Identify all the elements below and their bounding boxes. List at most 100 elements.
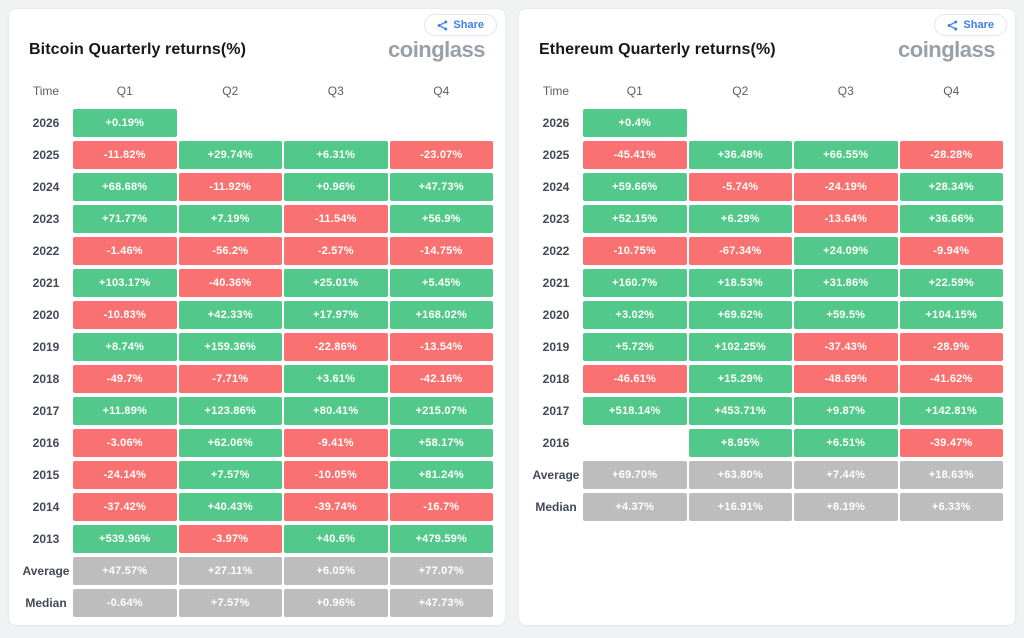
table-row: 2016 -3.06% +62.06% -9.41% +58.17% — [21, 429, 493, 457]
return-cell: +7.19% — [178, 205, 282, 233]
share-button[interactable]: Share — [424, 14, 497, 36]
return-cell: +5.72% — [583, 333, 687, 361]
return-cell: +56.9% — [389, 205, 493, 233]
row-label: 2020 — [32, 308, 60, 322]
return-cell: +8.95% — [688, 429, 792, 457]
coinglass-logo: coinglass — [898, 37, 995, 62]
table-row: 2016 +8.95% +6.51% -39.47% — [531, 429, 1003, 457]
coinglass-logo: coinglass — [388, 37, 485, 62]
bitcoin-panel: Share Bitcoin Quarterly returns(%) coing… — [8, 8, 506, 626]
return-cell: +215.07% — [389, 397, 493, 425]
return-cell: +9.87% — [794, 397, 898, 425]
return-cell: +6.29% — [688, 205, 792, 233]
table-row: 2019 +8.74% +159.36% -22.86% -13.54% — [21, 333, 493, 361]
table-row: Median +4.37% +16.91% +8.19% +6.33% — [531, 493, 1003, 521]
return-cell: -0.64% — [73, 589, 177, 617]
return-cell: +18.63% — [899, 461, 1003, 489]
return-cell: +69.62% — [688, 301, 792, 329]
return-cell: +18.53% — [688, 269, 792, 297]
return-cell: -28.9% — [899, 333, 1003, 361]
return-cell: +81.24% — [389, 461, 493, 489]
return-cell: +25.01% — [284, 269, 388, 297]
return-cell: +63.80% — [688, 461, 792, 489]
return-cell: -46.61% — [583, 365, 687, 393]
table-row: 2022 -10.75% -67.34% +24.09% -9.94% — [531, 237, 1003, 265]
return-cell: +3.61% — [284, 365, 388, 393]
table-row: 2015 -24.14% +7.57% -10.05% +81.24% — [21, 461, 493, 489]
panel-title: Ethereum Quarterly returns(%) — [539, 41, 776, 58]
return-cell: -56.2% — [178, 237, 282, 265]
return-cell: +47.73% — [389, 173, 493, 201]
row-label: 2020 — [542, 308, 570, 322]
return-cell: +142.81% — [899, 397, 1003, 425]
return-cell: -13.64% — [794, 205, 898, 233]
return-cell: +71.77% — [73, 205, 177, 233]
table-row: 2018 -49.7% -7.71% +3.61% -42.16% — [21, 365, 493, 393]
share-button-label: Share — [963, 19, 994, 31]
return-cell: +80.41% — [284, 397, 388, 425]
column-header: Q2 — [222, 84, 239, 98]
return-cell: -37.43% — [794, 333, 898, 361]
column-header: Time — [542, 84, 570, 98]
return-cell: +8.19% — [794, 493, 898, 521]
table-row: 2020 +3.02% +69.62% +59.5% +104.15% — [531, 301, 1003, 329]
table-row: 2018 -46.61% +15.29% -48.69% -41.62% — [531, 365, 1003, 393]
return-cell: -3.06% — [73, 429, 177, 457]
return-cell: +0.19% — [73, 109, 177, 137]
column-header: Q1 — [116, 84, 133, 98]
return-cell: -39.74% — [284, 493, 388, 521]
column-header: Q1 — [626, 84, 643, 98]
row-label: Average — [532, 468, 580, 482]
return-cell: -67.34% — [688, 237, 792, 265]
return-cell: -40.36% — [178, 269, 282, 297]
return-cell: -16.7% — [389, 493, 493, 521]
row-label: 2016 — [32, 436, 60, 450]
return-cell: -42.16% — [389, 365, 493, 393]
return-cell — [794, 109, 898, 137]
share-button[interactable]: Share — [934, 14, 1007, 36]
ethereum-returns-table: Time Q1 Q2 Q3 Q4 2026 +0.4% 2025 -45.41% +36.48% +… — [531, 81, 1003, 521]
return-cell: -13.54% — [389, 333, 493, 361]
return-cell: -23.07% — [389, 141, 493, 169]
table-row: 2013 +539.96% -3.97% +40.6% +479.59% — [21, 525, 493, 553]
return-cell: +24.09% — [794, 237, 898, 265]
table-header-row: Time Q1 Q2 Q3 Q4 — [21, 81, 493, 101]
return-cell: -37.42% — [73, 493, 177, 521]
return-cell: +40.43% — [178, 493, 282, 521]
return-cell: +58.17% — [389, 429, 493, 457]
return-cell: +160.7% — [583, 269, 687, 297]
return-cell: +5.45% — [389, 269, 493, 297]
ethereum-panel: Share Ethereum Quarterly returns(%) coin… — [518, 8, 1016, 626]
return-cell: +28.34% — [899, 173, 1003, 201]
return-cell: -10.83% — [73, 301, 177, 329]
row-label: 2016 — [542, 436, 570, 450]
return-cell: +8.74% — [73, 333, 177, 361]
return-cell: -10.05% — [284, 461, 388, 489]
table-row: 2017 +518.14% +453.71% +9.87% +142.81% — [531, 397, 1003, 425]
return-cell: +123.86% — [178, 397, 282, 425]
return-cell — [583, 429, 687, 457]
table-row: 2020 -10.83% +42.33% +17.97% +168.02% — [21, 301, 493, 329]
return-cell: +52.15% — [583, 205, 687, 233]
bitcoin-returns-table: Time Q1 Q2 Q3 Q4 2026 +0.19% 2025 -11.82% +29.74%… — [21, 81, 493, 617]
return-cell: -48.69% — [794, 365, 898, 393]
table-row: 2019 +5.72% +102.25% -37.43% -28.9% — [531, 333, 1003, 361]
return-cell: -24.14% — [73, 461, 177, 489]
share-button-label: Share — [453, 19, 484, 31]
row-label: 2017 — [32, 404, 60, 418]
row-label: 2023 — [542, 212, 570, 226]
row-label: 2014 — [32, 500, 60, 514]
return-cell: -5.74% — [688, 173, 792, 201]
return-cell: +6.51% — [794, 429, 898, 457]
return-cell: +7.44% — [794, 461, 898, 489]
table-row: 2021 +160.7% +18.53% +31.86% +22.59% — [531, 269, 1003, 297]
return-cell: +62.06% — [178, 429, 282, 457]
row-label: 2026 — [32, 116, 60, 130]
return-cell: +42.33% — [178, 301, 282, 329]
return-cell: +15.29% — [688, 365, 792, 393]
return-cell: +66.55% — [794, 141, 898, 169]
return-cell: +159.36% — [178, 333, 282, 361]
row-label: 2022 — [32, 244, 60, 258]
table-row: 2024 +59.66% -5.74% -24.19% +28.34% — [531, 173, 1003, 201]
return-cell: +0.96% — [284, 589, 388, 617]
